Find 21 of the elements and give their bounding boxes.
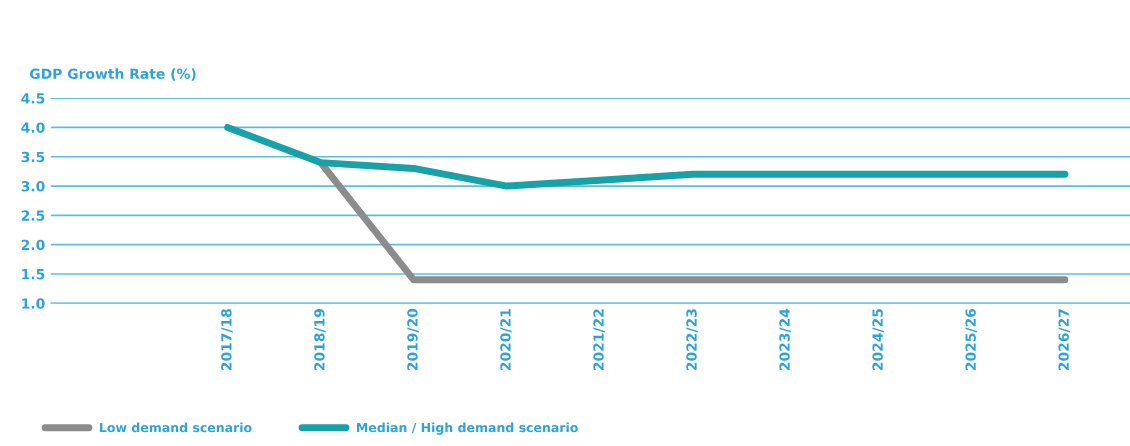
y-tick-label: 2.5 (21, 210, 45, 221)
x-tick-label: 2018/19 (314, 309, 326, 371)
y-axis-title: GDP Growth Rate (%) (29, 68, 196, 81)
x-tick-label: 2020/21 (500, 309, 512, 371)
x-tick-label: 2024/25 (872, 309, 884, 371)
y-tick-label: 4.5 (21, 93, 45, 104)
x-tick-label: 2019/20 (407, 308, 419, 371)
x-tick-label: 2022/23 (686, 309, 698, 371)
x-tick-label: 2023/24 (779, 308, 791, 371)
y-tick-label: 4.0 (21, 122, 45, 133)
y-tick-label: 2.0 (21, 239, 45, 251)
y-tick-label: 3.5 (21, 151, 45, 163)
y-tick-label: 1.5 (22, 269, 45, 280)
y-tick-label: 3.0 (21, 181, 45, 192)
x-tick-label: 2021/22 (593, 309, 605, 371)
x-tick-label: 2025/26 (965, 308, 977, 371)
legend-label: Low demand scenario (100, 422, 252, 433)
legend-label: Median / High demand scenario (357, 422, 578, 435)
x-tick-label: 2026/27 (1058, 309, 1070, 371)
y-tick-label: 1.0 (22, 298, 45, 309)
x-tick-label: 2017/18 (221, 309, 233, 371)
